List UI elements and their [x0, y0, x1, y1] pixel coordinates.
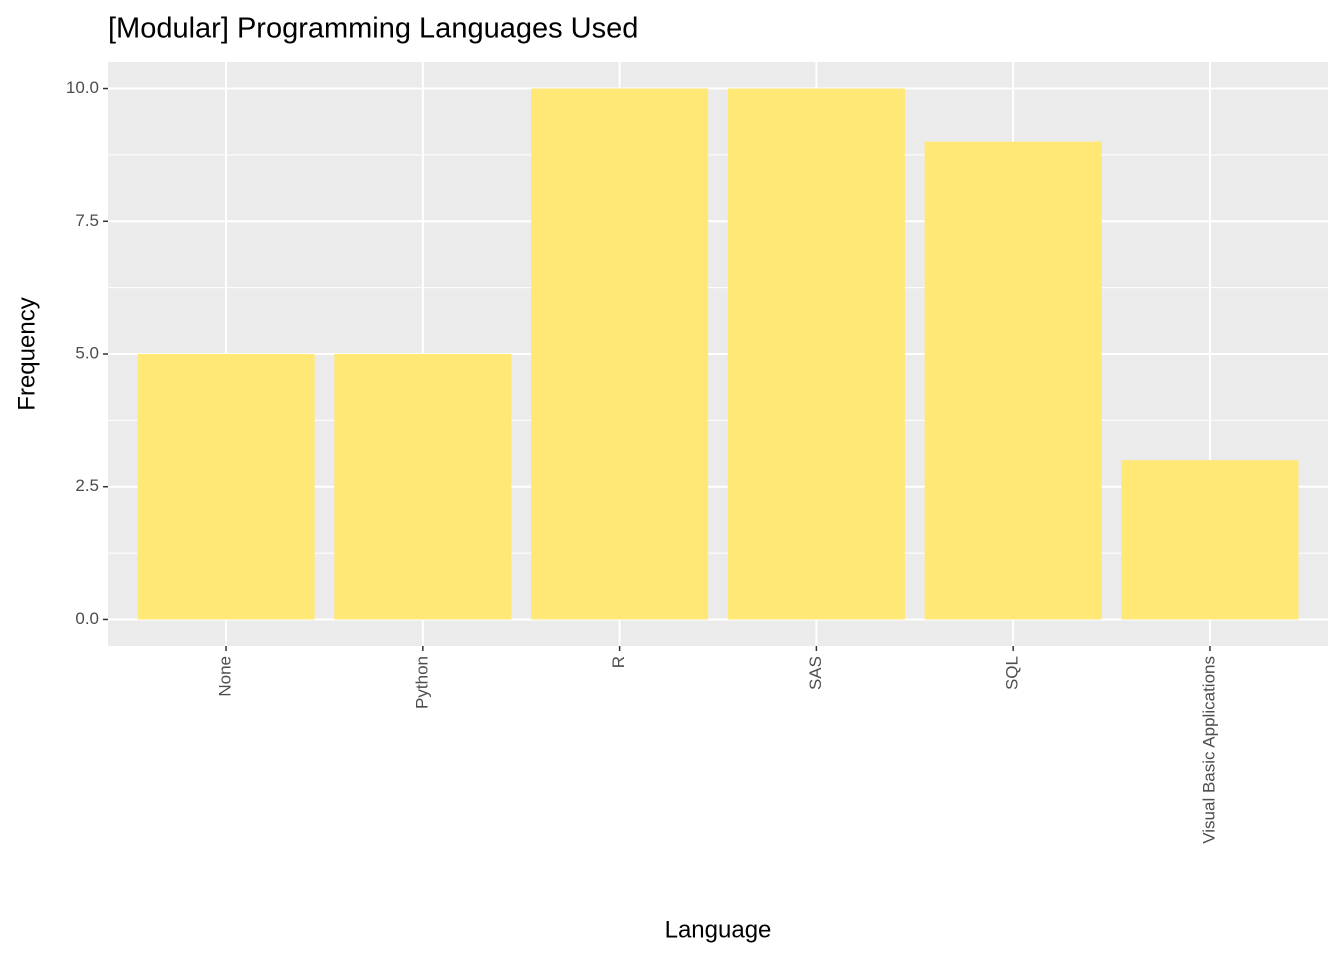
x-tick-label: SQL	[1003, 656, 1022, 690]
x-tick-label: SAS	[806, 656, 825, 690]
x-axis-title: Language	[665, 916, 772, 943]
x-tick-label: R	[609, 656, 628, 668]
y-tick-label: 7.5	[75, 211, 99, 230]
x-tick-label: None	[216, 656, 235, 697]
y-tick-label: 0.0	[75, 609, 99, 628]
y-tick-label: 10.0	[66, 78, 99, 97]
y-axis-title: Frequency	[13, 297, 40, 410]
bar	[531, 88, 709, 620]
bar	[1121, 460, 1299, 620]
bar	[924, 141, 1102, 620]
bar	[334, 354, 512, 620]
y-tick-label: 5.0	[75, 343, 99, 362]
bar	[727, 88, 905, 620]
bar	[137, 354, 315, 620]
x-tick-label: Visual Basic Applications	[1199, 656, 1218, 844]
chart-title: [Modular] Programming Languages Used	[108, 13, 638, 45]
x-tick-label: Python	[412, 656, 431, 709]
y-tick-label: 2.5	[75, 476, 99, 495]
